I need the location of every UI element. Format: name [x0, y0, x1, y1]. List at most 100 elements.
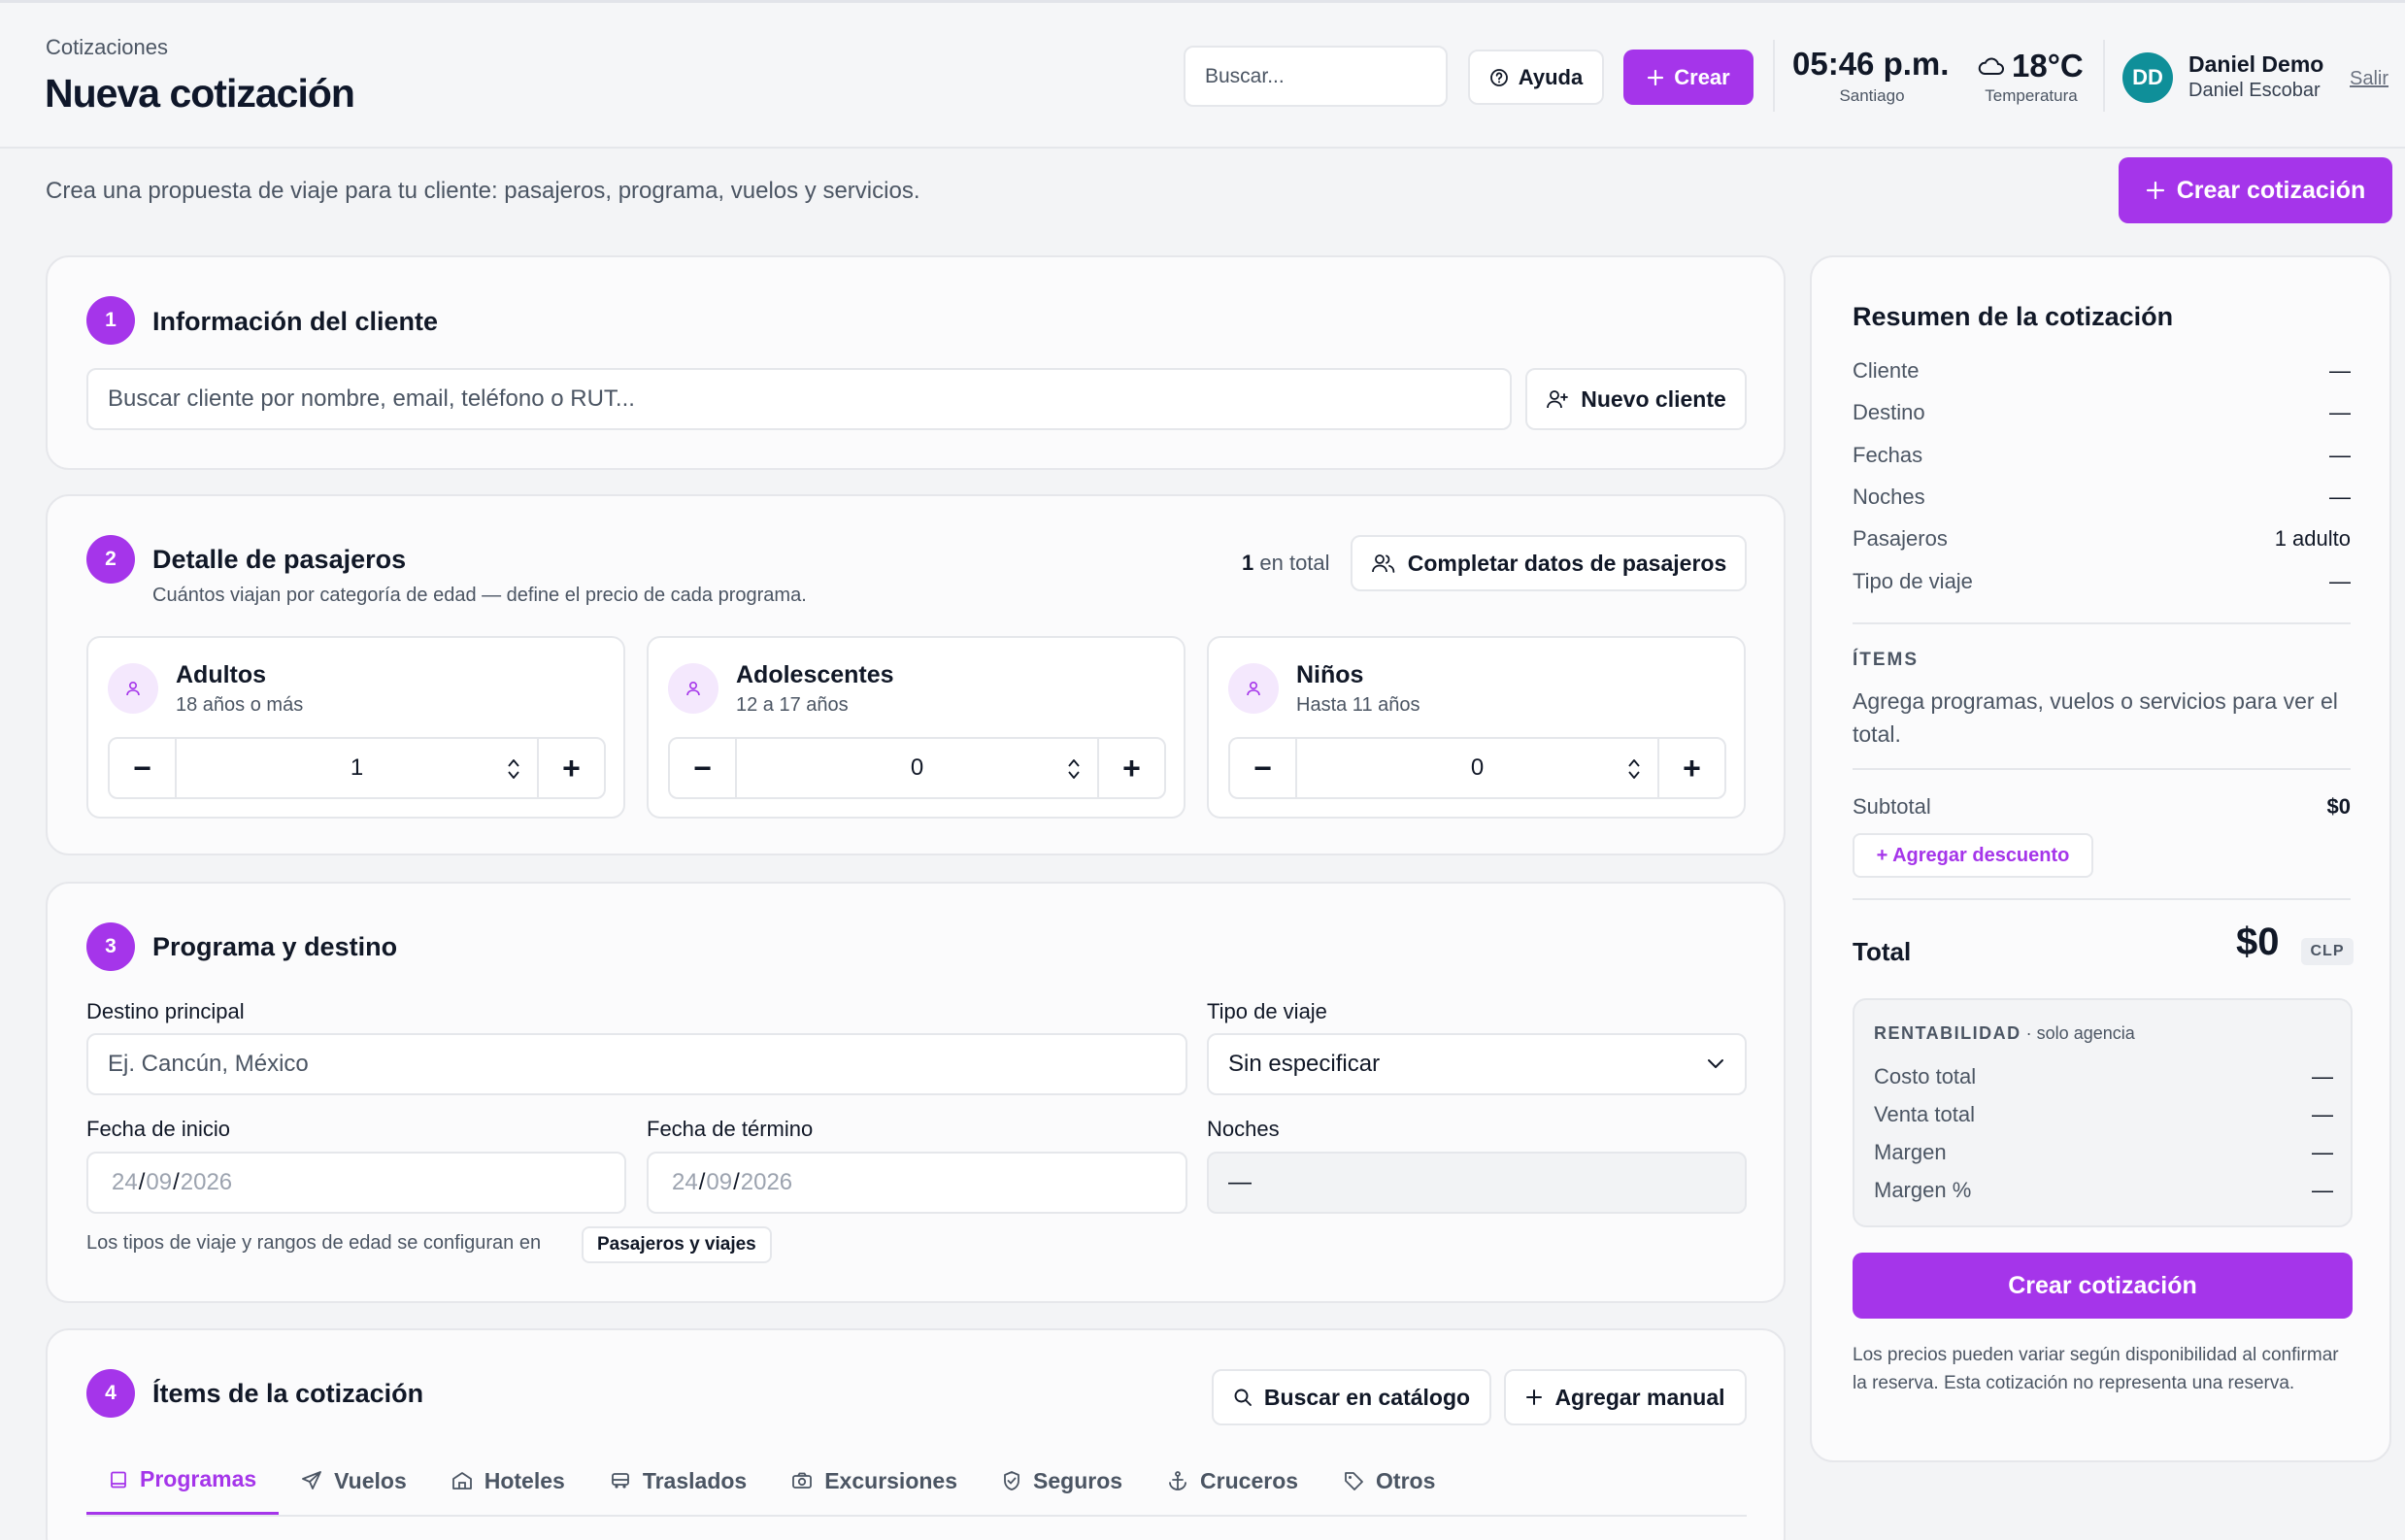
- date-separator: /: [698, 1169, 706, 1195]
- row-value: —: [2329, 358, 2351, 383]
- row-value: 1 adulto: [2274, 526, 2351, 551]
- tab-vuelos[interactable]: Vuelos: [279, 1447, 429, 1515]
- date-month: 09: [146, 1169, 173, 1195]
- category-range: 12 a 17 años: [736, 694, 849, 716]
- create-button[interactable]: Crear: [1623, 50, 1754, 105]
- profitability-title: RENTABILIDAD: [1874, 1023, 2021, 1043]
- plus-icon: [2146, 181, 2164, 200]
- spin-arrows-icon[interactable]: [1066, 756, 1082, 782]
- date-year: 2026: [740, 1169, 793, 1195]
- decrement-button[interactable]: −: [133, 750, 151, 786]
- increment-button[interactable]: +: [1683, 750, 1701, 786]
- row-value: —: [2312, 1064, 2333, 1088]
- item-tabs: Programas Vuelos Hoteles Traslados Excur…: [86, 1447, 1747, 1517]
- profitability-sub: · solo agencia: [2025, 1023, 2135, 1043]
- currency-badge: CLP: [2301, 938, 2354, 965]
- divider: [1853, 768, 2351, 770]
- trip-type-select[interactable]: Sin especificar: [1207, 1033, 1747, 1095]
- destination-input[interactable]: [86, 1033, 1187, 1095]
- tag-icon: [1345, 1472, 1363, 1490]
- tab-excursiones[interactable]: Excursiones: [769, 1447, 980, 1515]
- items-card: 4 Ítems de la cotización Buscar en catál…: [46, 1328, 1786, 1540]
- row-value: —: [2312, 1102, 2333, 1126]
- row-label: Margen: [1874, 1140, 1947, 1164]
- increment-button[interactable]: +: [1122, 750, 1141, 786]
- divider: [1773, 40, 1775, 112]
- row-label: Margen %: [1874, 1178, 1972, 1202]
- date-separator: /: [173, 1169, 180, 1195]
- create-quote-button[interactable]: Crear cotización: [2119, 157, 2392, 223]
- tab-seguros[interactable]: Seguros: [980, 1447, 1145, 1515]
- step-badge: 3: [86, 922, 135, 971]
- end-date-input[interactable]: 24/09/2026: [647, 1152, 1187, 1214]
- user-icon: [668, 663, 718, 714]
- summary-row: Pasajeros 1 adulto: [1853, 526, 2351, 552]
- start-date-input[interactable]: 24/09/2026: [86, 1152, 626, 1214]
- client-search-input[interactable]: [86, 368, 1512, 430]
- logout-link[interactable]: Salir: [2350, 68, 2389, 89]
- create-label: Crear: [1674, 64, 1730, 89]
- cloud-icon: [1978, 57, 2004, 75]
- tab-traslados[interactable]: Traslados: [587, 1447, 769, 1515]
- decrement-button[interactable]: −: [693, 750, 712, 786]
- search-input[interactable]: [1184, 46, 1448, 107]
- quantity-value: 0: [910, 754, 924, 781]
- start-date-label: Fecha de inicio: [86, 1117, 230, 1141]
- end-date-label: Fecha de término: [647, 1117, 814, 1141]
- search-icon: [1234, 1389, 1252, 1406]
- destination-label: Destino principal: [86, 999, 245, 1023]
- passenger-total-suffix: en total: [1259, 551, 1330, 575]
- summary-row: Noches —: [1853, 485, 2351, 510]
- hotel-icon: [451, 1472, 472, 1490]
- subtotal-value: $0: [2326, 794, 2351, 819]
- help-icon: [1489, 68, 1508, 86]
- config-note: Los tipos de viaje y rangos de edad se c…: [86, 1232, 542, 1254]
- increment-button[interactable]: +: [562, 750, 581, 786]
- quantity-value: 0: [1470, 754, 1485, 781]
- quantity-input[interactable]: 0: [735, 739, 1099, 797]
- row-label: Tipo de viaje: [1853, 569, 1973, 593]
- profitability-label: RENTABILIDAD · solo agencia: [1874, 1023, 2135, 1044]
- row-label: Fechas: [1853, 443, 1923, 467]
- tab-cruceros[interactable]: Cruceros: [1145, 1447, 1320, 1515]
- program-card: 3 Programa y destino Destino principal T…: [46, 882, 1786, 1303]
- trip-type-label: Tipo de viaje: [1207, 999, 1327, 1023]
- add-discount-button[interactable]: + Agregar descuento: [1853, 833, 2093, 878]
- avatar[interactable]: DD: [2122, 52, 2173, 103]
- breadcrumb[interactable]: Cotizaciones: [46, 35, 168, 59]
- subtotal-label: Subtotal: [1853, 794, 1931, 819]
- page-title: Nueva cotización: [45, 71, 355, 116]
- quantity-input[interactable]: 0: [1295, 739, 1659, 797]
- temperature-label: Temperatura: [1985, 86, 2078, 105]
- anchor-icon: [1169, 1471, 1186, 1490]
- catalog-search-button[interactable]: Buscar en catálogo: [1212, 1369, 1491, 1425]
- tab-programas[interactable]: Programas: [86, 1447, 280, 1515]
- passengers-card: 2 Detalle de pasajeros Cuántos viajan po…: [46, 494, 1786, 855]
- items-section-label: ÍTEMS: [1853, 650, 1920, 670]
- passenger-category-teens: Adolescentes 12 a 17 años − 0 +: [647, 636, 1186, 819]
- step-badge: 4: [86, 1369, 135, 1418]
- help-button[interactable]: Ayuda: [1468, 50, 1604, 105]
- quantity-input[interactable]: 1: [175, 739, 539, 797]
- decrement-button[interactable]: −: [1253, 750, 1272, 786]
- spin-arrows-icon[interactable]: [1626, 756, 1642, 782]
- quantity-value: 1: [350, 754, 364, 781]
- date-day: 24: [672, 1169, 698, 1195]
- new-client-button[interactable]: Nuevo cliente: [1525, 368, 1747, 430]
- step-badge: 1: [86, 296, 135, 345]
- spin-arrows-icon[interactable]: [506, 756, 521, 782]
- add-manual-button[interactable]: Agregar manual: [1504, 1369, 1747, 1425]
- row-label: Destino: [1853, 400, 1925, 424]
- summary-create-button[interactable]: Crear cotización: [1853, 1253, 2353, 1319]
- tab-label: Hoteles: [484, 1467, 565, 1493]
- passengers-trips-link[interactable]: Pasajeros y viajes: [582, 1226, 772, 1263]
- profitability-box: RENTABILIDAD · solo agencia Costo total —…: [1853, 998, 2353, 1227]
- divider: [1853, 898, 2351, 900]
- tab-hoteles[interactable]: Hoteles: [429, 1447, 587, 1515]
- quantity-stepper: − 0 +: [668, 737, 1166, 799]
- tab-otros[interactable]: Otros: [1320, 1447, 1457, 1515]
- complete-passengers-button[interactable]: Completar datos de pasajeros: [1351, 535, 1747, 591]
- quantity-stepper: − 1 +: [108, 737, 606, 799]
- tab-label: Cruceros: [1200, 1467, 1299, 1493]
- row-value: —: [2329, 443, 2351, 467]
